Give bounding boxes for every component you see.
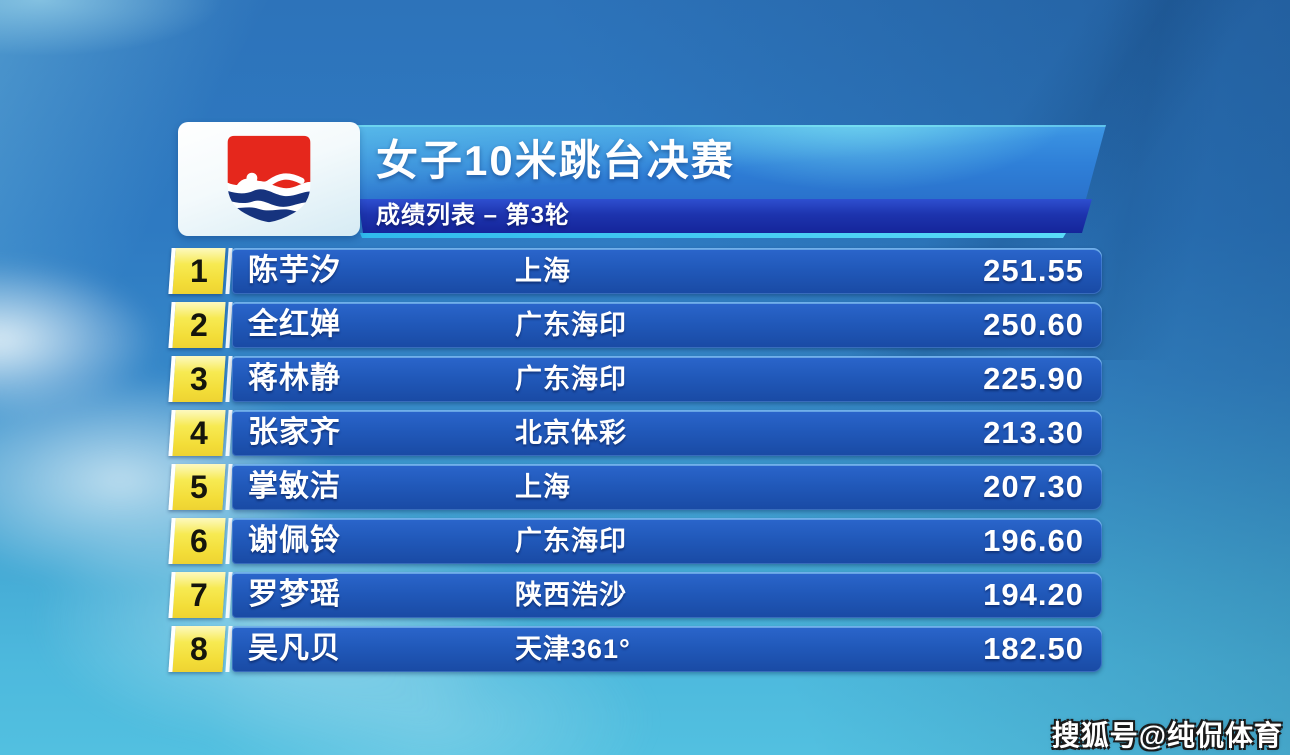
rank-badge: 4 xyxy=(168,410,226,456)
athlete-name: 蒋林静 xyxy=(248,362,341,395)
table-row: 7 罗梦瑶 陕西浩沙 194.20 xyxy=(168,572,1102,618)
team-name: 天津361° xyxy=(515,634,631,664)
subtitle-bar: 成绩列表 – 第3轮 xyxy=(358,199,1092,233)
rank-value: 3 xyxy=(190,360,208,397)
result-bar: 罗梦瑶 陕西浩沙 194.20 xyxy=(232,572,1102,618)
score-value: 207.30 xyxy=(983,469,1084,504)
athlete-name: 掌敏洁 xyxy=(248,470,341,503)
title-bar: 女子10米跳台决赛 xyxy=(346,125,1106,199)
score-value: 213.30 xyxy=(983,415,1084,450)
rank-badge: 7 xyxy=(168,572,226,618)
rank-badge: 8 xyxy=(168,626,226,672)
result-bar: 蒋林静 广东海印 225.90 xyxy=(232,356,1102,402)
result-bar: 陈芋汐 上海 251.55 xyxy=(232,248,1102,294)
athlete-name: 全红婵 xyxy=(248,308,341,341)
table-row: 2 全红婵 广东海印 250.60 xyxy=(168,302,1102,348)
rank-badge: 5 xyxy=(168,464,226,510)
team-name: 广东海印 xyxy=(515,364,627,394)
rank-badge: 3 xyxy=(168,356,226,402)
logo-panel xyxy=(178,122,360,236)
rank-badge: 6 xyxy=(168,518,226,564)
score-value: 251.55 xyxy=(983,253,1084,288)
table-row: 3 蒋林静 广东海印 225.90 xyxy=(168,356,1102,402)
table-row: 8 吴凡贝 天津361° 182.50 xyxy=(168,626,1102,672)
rank-value: 2 xyxy=(190,306,208,343)
table-row: 6 谢佩铃 广东海印 196.60 xyxy=(168,518,1102,564)
rank-value: 5 xyxy=(190,468,208,505)
team-name: 上海 xyxy=(515,472,571,502)
score-value: 196.60 xyxy=(983,523,1084,558)
athlete-name: 张家齐 xyxy=(248,416,341,449)
team-name: 广东海印 xyxy=(515,526,627,556)
team-name: 北京体彩 xyxy=(515,418,627,448)
score-value: 182.50 xyxy=(983,631,1084,666)
subtitle-accent-line xyxy=(360,233,1066,238)
rank-value: 7 xyxy=(190,576,208,613)
rank-badge: 1 xyxy=(168,248,226,294)
rank-value: 4 xyxy=(190,414,208,451)
score-value: 194.20 xyxy=(983,577,1084,612)
table-row: 5 掌敏洁 上海 207.30 xyxy=(168,464,1102,510)
athlete-name: 吴凡贝 xyxy=(248,632,341,665)
table-row: 1 陈芋汐 上海 251.55 xyxy=(168,248,1102,294)
athlete-name: 陈芋汐 xyxy=(248,254,341,287)
watermark: 搜狐号@纯侃体育 xyxy=(1051,720,1283,751)
team-name: 陕西浩沙 xyxy=(515,580,627,610)
result-bar: 谢佩铃 广东海印 196.60 xyxy=(232,518,1102,564)
rank-value: 8 xyxy=(190,630,208,667)
result-bar: 张家齐 北京体彩 213.30 xyxy=(232,410,1102,456)
rank-value: 6 xyxy=(190,522,208,559)
results-round-subtitle: 成绩列表 – 第3轮 xyxy=(376,202,571,229)
team-name: 广东海印 xyxy=(515,310,627,340)
swimming-federation-logo-icon xyxy=(227,135,311,223)
team-name: 上海 xyxy=(515,256,571,286)
result-bar: 吴凡贝 天津361° 182.50 xyxy=(232,626,1102,672)
rank-value: 1 xyxy=(190,252,208,289)
result-bar: 全红婵 广东海印 250.60 xyxy=(232,302,1102,348)
score-value: 225.90 xyxy=(983,361,1084,396)
rank-badge: 2 xyxy=(168,302,226,348)
event-title: 女子10米跳台决赛 xyxy=(376,137,735,184)
athlete-name: 谢佩铃 xyxy=(248,524,341,557)
result-bar: 掌敏洁 上海 207.30 xyxy=(232,464,1102,510)
score-value: 250.60 xyxy=(983,307,1084,342)
table-row: 4 张家齐 北京体彩 213.30 xyxy=(168,410,1102,456)
athlete-name: 罗梦瑶 xyxy=(248,578,341,611)
